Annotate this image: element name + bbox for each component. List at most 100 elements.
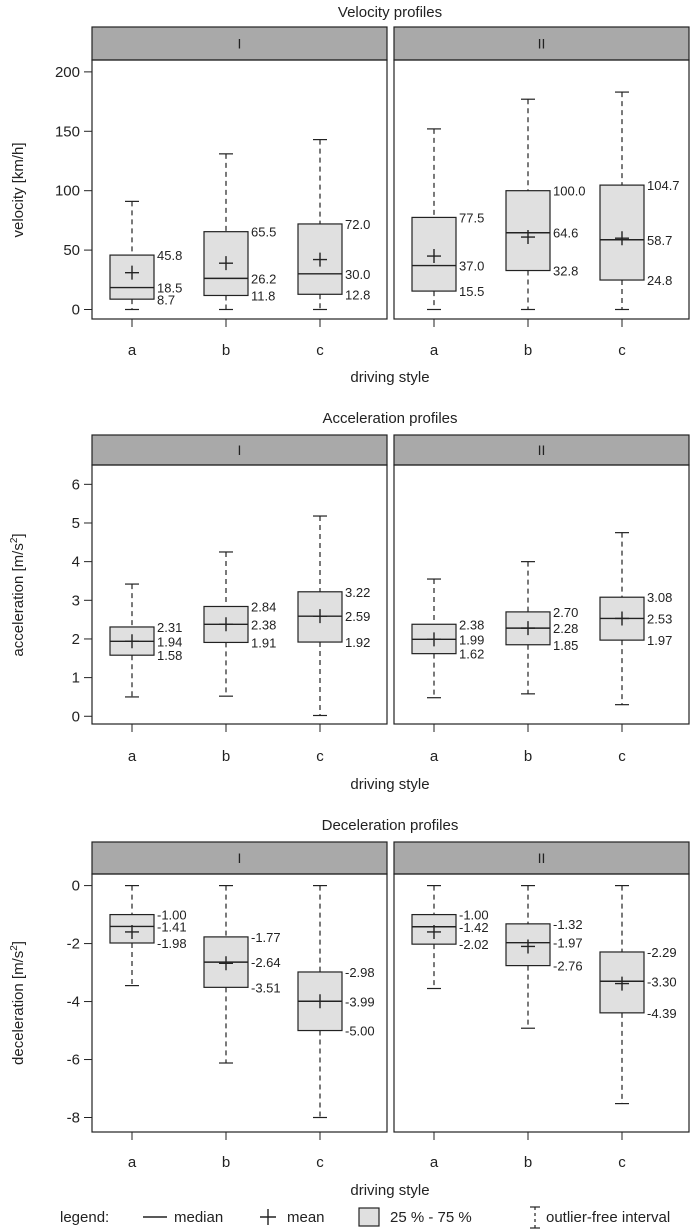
chart-title: Acceleration profiles <box>322 410 457 427</box>
median-label: 2.59 <box>345 609 370 624</box>
median-label: 37.0 <box>459 259 484 274</box>
median-label: -1.41 <box>157 920 187 935</box>
mean-marker <box>219 617 233 632</box>
q3-label: -2.29 <box>647 945 677 960</box>
legend-mean-label: mean <box>287 1209 325 1226</box>
x-tick-label: a <box>430 342 439 359</box>
q1-label: -3.51 <box>251 980 281 995</box>
x-tick-label: b <box>524 1154 532 1171</box>
q1-label: -2.76 <box>553 959 583 974</box>
median-label: 64.6 <box>553 226 578 241</box>
q1-label: -4.39 <box>647 1006 677 1021</box>
q3-label: -1.77 <box>251 930 281 945</box>
q1-label: 1.91 <box>251 635 276 650</box>
x-tick-label: c <box>618 342 626 359</box>
q1-label: 1.58 <box>157 648 182 663</box>
box-c: 72.0 30.0 12.8 <box>297 139 370 311</box>
y-tick-label: -2 <box>67 936 80 953</box>
mean-marker <box>427 924 441 939</box>
x-tick-label: b <box>524 342 532 359</box>
box-a: 45.8 18.58.7 <box>109 200 182 311</box>
y-tick-label: -6 <box>67 1052 80 1069</box>
panel-frame <box>91 873 388 1133</box>
panel-I: I -1.00-1.41-1.98 -1.77 -2.64 -3.51 -2.98 -3.9… <box>91 841 388 1171</box>
x-tick-label: b <box>222 748 230 765</box>
q3-label: 2.70 <box>553 605 578 620</box>
x-axis-label: driving style <box>350 369 429 386</box>
box-a: 77.5 37.0 15.5 <box>411 128 484 311</box>
iqr-box <box>505 923 551 967</box>
mean-marker <box>521 621 535 636</box>
y-axis-label: deceleration [m/s2] <box>9 941 27 1065</box>
panel-strip-label: I <box>238 442 242 458</box>
panel-frame <box>91 464 388 725</box>
x-tick-label: a <box>128 748 137 765</box>
box-b: 2.702.28 1.85 <box>505 561 578 695</box>
mean-marker <box>219 956 233 971</box>
chart-1: Acceleration profiles acceleration [m/s2]… <box>9 410 690 793</box>
q1-label: 32.8 <box>553 264 578 279</box>
mean-marker <box>313 994 327 1009</box>
mean-marker <box>219 256 233 271</box>
y-tick-label: 100 <box>55 183 80 200</box>
q3-label: -1.32 <box>553 917 583 932</box>
mean-marker <box>125 924 139 939</box>
q3-label: 104.7 <box>647 178 680 193</box>
q1-label: 11.8 <box>251 288 275 303</box>
median-label: -3.99 <box>345 994 375 1009</box>
q3-label: 2.38 <box>459 617 484 632</box>
median-label: 2.28 <box>553 621 578 636</box>
mean-marker <box>615 976 629 991</box>
panel-strip-label: I <box>238 850 242 866</box>
q1-label: 1.85 <box>553 638 578 653</box>
y-tick-label: 2 <box>72 631 80 648</box>
panel-II: II -1.00-1.42 -2.02 -1.32 -1.97 -2.76 -2.29 -3.… <box>393 841 690 1171</box>
y-axis-label: velocity [km/h] <box>10 142 27 237</box>
q3-label: 2.31 <box>157 620 182 635</box>
mean-marker <box>427 632 441 647</box>
x-tick-label: b <box>222 1154 230 1171</box>
box-c: 3.08 2.53 1.97 <box>599 532 672 706</box>
mean-marker <box>615 611 629 626</box>
q3-label: 100.0 <box>553 184 586 199</box>
y-tick-label: 0 <box>72 301 80 318</box>
q3-label: 77.5 <box>459 210 484 225</box>
x-tick-label: c <box>316 1154 324 1171</box>
legend-box-symbol <box>358 1207 380 1227</box>
q3-label: 45.8 <box>157 248 182 263</box>
y-tick-label: 0 <box>72 878 80 895</box>
box-c: -2.98 -3.99 -5.00 <box>297 884 375 1119</box>
x-tick-label: a <box>430 1154 439 1171</box>
q3-label: -1.00 <box>459 908 489 923</box>
x-tick-label: b <box>222 342 230 359</box>
q1-label: 1.62 <box>459 647 484 662</box>
q3-label: 72.0 <box>345 217 370 232</box>
q1-label: 1.97 <box>647 633 672 648</box>
box-a: 2.381.991.62 <box>411 578 484 699</box>
median-label: -3.30 <box>647 974 677 989</box>
q3-label: 2.84 <box>251 599 276 614</box>
q1-label: 15.5 <box>459 284 484 299</box>
legend-mean-symbol <box>260 1209 276 1225</box>
mean-marker <box>521 939 535 954</box>
mean-marker <box>521 230 535 245</box>
y-tick-label: 200 <box>55 64 80 81</box>
x-axis-label: driving style <box>350 1182 429 1199</box>
panel-strip-label: II <box>538 850 546 866</box>
x-tick-label: c <box>618 748 626 765</box>
box-a: -1.00-1.41-1.98 <box>109 884 187 987</box>
mean-marker <box>125 265 139 280</box>
x-tick-label: c <box>316 342 324 359</box>
box-b: 65.5 26.2 11.8 <box>203 153 276 311</box>
x-tick-label: a <box>128 342 137 359</box>
median-label: 2.53 <box>647 611 672 626</box>
y-axis-label: acceleration [m/s2] <box>9 533 27 656</box>
median-label: -2.64 <box>251 955 281 970</box>
x-tick-label: a <box>430 748 439 765</box>
q3-label: 3.22 <box>345 585 370 600</box>
x-tick-label: c <box>316 748 324 765</box>
panel-strip <box>393 26 690 61</box>
panel-strip <box>393 434 690 466</box>
panel-frame <box>393 873 690 1133</box>
